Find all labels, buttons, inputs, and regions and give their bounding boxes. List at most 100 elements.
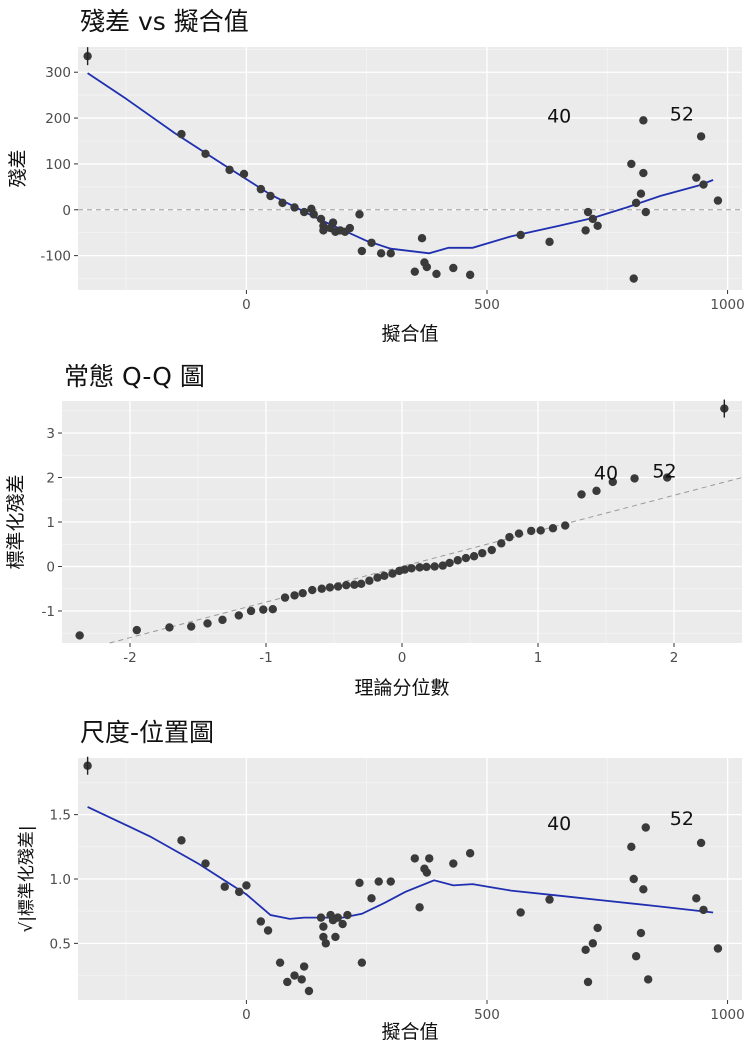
data-point <box>643 975 653 984</box>
data-point <box>367 894 376 903</box>
data-point <box>639 168 648 178</box>
y-tick-label: 3 <box>46 426 55 442</box>
data-point <box>545 895 554 904</box>
smooth-line <box>87 72 714 255</box>
data-point <box>355 210 364 219</box>
y-axis-label: 標準化殘差 <box>5 474 27 569</box>
data-point <box>641 823 650 832</box>
data-point <box>561 521 570 530</box>
data-point <box>629 874 638 884</box>
data-point <box>328 218 338 227</box>
data-point <box>422 262 432 272</box>
data-point <box>299 962 309 971</box>
data-point <box>583 977 593 987</box>
data-point <box>415 563 424 572</box>
y-tick-label: 100 <box>45 157 71 173</box>
y-tick-label: 1.5 <box>50 808 71 824</box>
data-point <box>407 564 416 573</box>
data-point <box>514 529 524 538</box>
data-point <box>316 913 326 922</box>
data-point <box>516 908 525 917</box>
data-point <box>290 971 299 980</box>
data-point <box>278 198 287 208</box>
data-point <box>317 584 326 593</box>
point-annotation: 52 <box>652 461 676 483</box>
data-point <box>325 583 335 592</box>
chart-panel-3: 尺度-位置圖 40 52 0 500 1000 0.5 1.0 1.5 擬合值 √|標準化殘差| <box>17 718 745 1043</box>
y-tick-label: 200 <box>45 111 71 127</box>
data-point <box>376 249 386 258</box>
data-point <box>263 926 273 935</box>
data-point <box>639 885 648 894</box>
data-point <box>548 524 558 533</box>
chart-panel-2: 常態 Q-Q 圖 40 52 -2 -1 0 1 2 -1 0 1 2 3 理論分位數 標準化殘差 <box>5 362 743 699</box>
data-point <box>516 230 525 240</box>
data-point <box>319 932 328 942</box>
data-point <box>461 553 471 563</box>
data-point <box>386 877 395 886</box>
data-point <box>316 214 326 224</box>
data-point <box>410 267 420 276</box>
data-point <box>225 165 234 175</box>
data-point <box>527 526 536 536</box>
data-point <box>627 842 636 852</box>
data-point <box>663 473 672 482</box>
data-point <box>177 836 186 845</box>
data-point <box>641 207 650 217</box>
data-point <box>696 838 706 848</box>
data-point <box>266 191 275 201</box>
data-point <box>583 207 593 217</box>
data-point <box>367 238 376 247</box>
data-point <box>608 477 617 487</box>
x-axis-label: 理論分位數 <box>354 677 449 699</box>
data-point <box>593 221 602 231</box>
data-point <box>357 246 367 256</box>
data-point <box>630 474 639 483</box>
data-point <box>246 606 256 616</box>
data-point <box>242 881 251 890</box>
data-point <box>319 922 328 931</box>
data-point <box>374 877 383 886</box>
data-point <box>234 887 244 897</box>
chart-title: 常態 Q-Q 圖 <box>64 362 205 391</box>
data-point <box>636 189 646 198</box>
y-tick-label: 0.5 <box>50 936 71 952</box>
data-point <box>699 905 708 915</box>
x-tick-label: 500 <box>474 1007 500 1023</box>
data-point <box>478 548 487 558</box>
data-point <box>350 580 359 589</box>
point-annotation: 52 <box>670 103 694 125</box>
data-point <box>636 928 646 938</box>
data-point <box>505 532 514 542</box>
data-point <box>290 591 299 600</box>
data-point <box>465 849 475 858</box>
data-point <box>333 582 343 591</box>
point-annotation: 40 <box>594 463 618 485</box>
x-tick-label: 0 <box>242 1007 251 1023</box>
data-point <box>592 486 601 496</box>
data-point <box>343 910 352 920</box>
y-tick-label: 0 <box>46 559 55 575</box>
data-point <box>417 233 427 243</box>
data-point <box>290 203 299 212</box>
x-tick-label: 1000 <box>710 1007 744 1023</box>
data-point <box>449 263 458 273</box>
x-tick-label: 2 <box>670 650 679 666</box>
data-point <box>203 619 212 628</box>
data-point <box>388 569 397 578</box>
data-point <box>588 214 598 224</box>
data-point <box>338 919 347 929</box>
data-point <box>386 249 395 258</box>
data-point <box>165 623 174 632</box>
data-point <box>410 854 420 863</box>
data-point <box>333 913 343 922</box>
data-point <box>581 226 590 235</box>
data-point <box>256 184 266 194</box>
y-tick-label: -100 <box>40 249 71 265</box>
point-annotation: 40 <box>547 813 571 835</box>
data-point <box>545 237 554 247</box>
data-point <box>373 573 382 582</box>
data-point <box>627 159 636 169</box>
